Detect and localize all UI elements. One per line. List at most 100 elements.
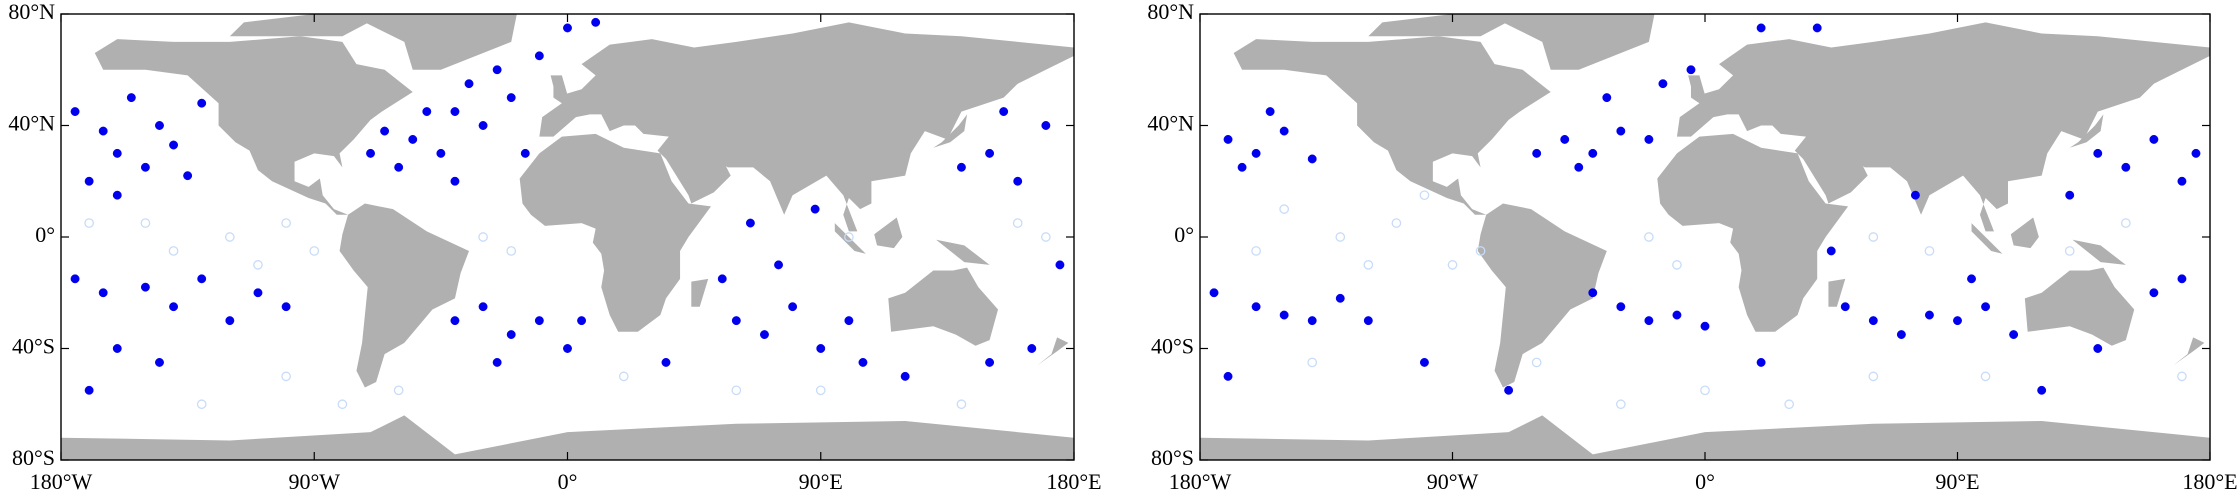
y-tick-label: 0° (35, 222, 55, 247)
float-point (1672, 310, 1682, 320)
float-point (1700, 321, 1710, 331)
land (1657, 133, 1849, 332)
float-point (1419, 357, 1429, 367)
float-point-light (1980, 371, 1991, 382)
land (94, 36, 413, 215)
land (519, 133, 712, 332)
land (550, 75, 568, 98)
float-point (450, 316, 460, 326)
float-point (1658, 79, 1668, 89)
float-point-light (2177, 371, 2187, 382)
float-point (394, 162, 404, 172)
float-point-light (1475, 246, 1486, 256)
float-point (84, 385, 94, 395)
float-point-light (1279, 204, 1290, 214)
float-point-light (1447, 260, 1458, 270)
float-point (169, 140, 179, 150)
float-point (155, 357, 164, 367)
float-point-light (281, 371, 291, 382)
float-point (1055, 260, 1065, 270)
plot-area (1200, 14, 2210, 460)
land (834, 223, 866, 254)
float-point (1265, 107, 1275, 117)
float-point (1335, 293, 1345, 303)
y-tick-label: 40°N (8, 111, 55, 136)
float-point (169, 302, 179, 312)
float-point (563, 23, 572, 33)
float-point (1840, 302, 1850, 312)
land (933, 114, 968, 148)
float-point (900, 371, 910, 381)
float-point (1910, 190, 1920, 200)
float-point-light (1644, 232, 1654, 242)
float-point (436, 148, 446, 158)
float-point (1981, 302, 1991, 312)
float-point (422, 107, 432, 117)
float-point-light (168, 246, 179, 256)
float-point (731, 316, 741, 326)
float-point (2149, 288, 2159, 298)
float-point (774, 260, 783, 270)
float-point-light (1012, 218, 1023, 228)
float-point (506, 330, 516, 340)
float-point (126, 93, 136, 103)
float-point (520, 148, 530, 158)
y-tick-label: 80°N (1147, 0, 1194, 24)
float-point (380, 126, 390, 136)
float-point (1279, 126, 1289, 136)
float-point (450, 107, 460, 117)
float-point-light (1615, 399, 1626, 410)
float-point-light (196, 399, 207, 410)
float-point-light (281, 218, 291, 228)
float-point (2093, 148, 2103, 158)
float-point (534, 51, 544, 61)
float-point (2093, 344, 2103, 353)
land (936, 239, 990, 265)
float-point (810, 204, 820, 214)
float-point-light (224, 232, 235, 242)
float-point-light (1868, 371, 1879, 382)
float-point (2149, 134, 2159, 144)
float-point (1574, 162, 1584, 172)
float-point-light (1251, 246, 1261, 256)
float-point (2121, 162, 2131, 172)
y-tick-label: 40°S (1151, 334, 1194, 359)
float-point (1967, 274, 1976, 284)
float-point (84, 176, 94, 186)
float-point (478, 121, 488, 130)
float-point-light (1335, 232, 1346, 242)
float-point (1953, 316, 1962, 326)
float-point (1041, 121, 1051, 130)
float-point (492, 357, 502, 367)
float-point-light (337, 399, 348, 410)
float-point-light (956, 399, 967, 410)
float-point-light (1531, 357, 1542, 368)
plot-area (61, 14, 1074, 460)
land (339, 203, 470, 388)
float-point (1237, 162, 1247, 172)
land (2024, 267, 2135, 346)
land (539, 22, 1074, 232)
float-point (183, 171, 193, 181)
float-point (2009, 330, 2019, 340)
float-point (1251, 148, 1261, 158)
float-point (1013, 176, 1023, 186)
float-point-light (2064, 246, 2075, 256)
float-point (591, 17, 601, 27)
land (1971, 223, 2003, 254)
float-point (155, 121, 164, 130)
float-point (858, 357, 868, 367)
land (1233, 36, 1551, 215)
x-tick-label: 180°E (2182, 469, 2237, 494)
y-tick-label: 80°S (12, 445, 55, 470)
float-point (140, 162, 150, 172)
float-point (1616, 126, 1626, 136)
float-point (788, 302, 798, 312)
land (364, 14, 517, 70)
x-tick-label: 90°W (288, 469, 340, 494)
float-point-light (815, 385, 826, 396)
float-point (1209, 288, 1219, 298)
float-point (2191, 148, 2201, 158)
float-point-light (1307, 357, 1318, 368)
